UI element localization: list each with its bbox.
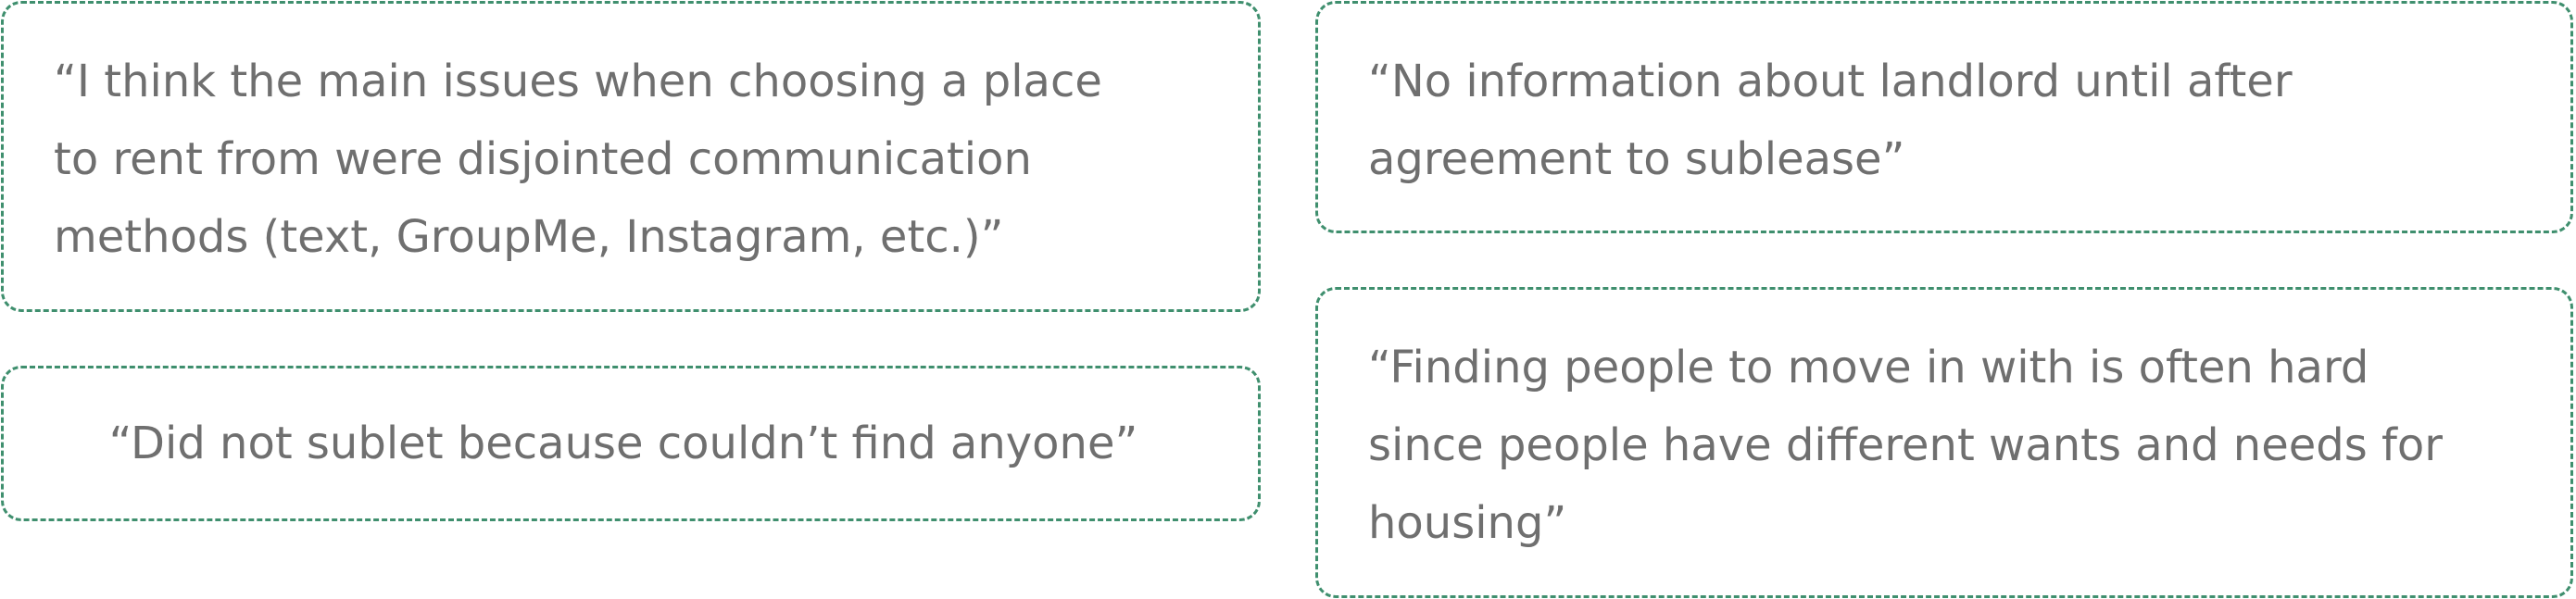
quote-card-landlord-info: “No information about landlord until aft… bbox=[1315, 1, 2573, 233]
quote-card-sublet: “Did not sublet because couldn’t find an… bbox=[1, 366, 1261, 521]
quote-text: “I think the main issues when choosing a… bbox=[54, 56, 1102, 263]
quote-text: “No information about landlord until aft… bbox=[1368, 56, 2293, 185]
quote-text: “Did not sublet because couldn’t find an… bbox=[108, 418, 1138, 469]
quote-card-roommates: “Finding people to move in with is often… bbox=[1315, 287, 2573, 598]
quote-card-communication: “I think the main issues when choosing a… bbox=[1, 1, 1261, 312]
quote-text: “Finding people to move in with is often… bbox=[1368, 342, 2444, 549]
